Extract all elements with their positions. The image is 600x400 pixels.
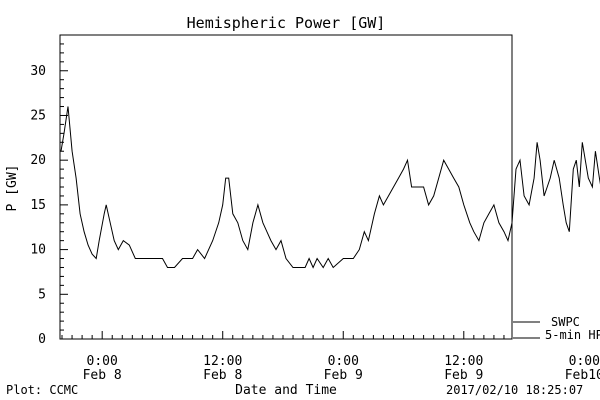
x-tick-date-label: Feb 8 xyxy=(83,368,122,383)
chart-title: Hemispheric Power [GW] xyxy=(187,14,386,32)
y-axis-ticks: 0 5 10 15 20 25 30 xyxy=(30,34,68,347)
x-tick-time-label: 12:00 xyxy=(203,354,242,369)
y-tick-label: 30 xyxy=(30,64,46,79)
x-tick-time-label: 0:00 xyxy=(328,354,359,369)
x-tick-time-label: 12:00 xyxy=(444,354,483,369)
series-line-swpc xyxy=(60,106,600,269)
y-axis-label: P [GW] xyxy=(5,165,20,212)
legend-label-swpc: SWPC xyxy=(551,315,580,329)
x-axis-label: Date and Time xyxy=(235,383,337,398)
y-tick-label: 0 xyxy=(38,332,46,347)
plot-credit: Plot: CCMC xyxy=(6,383,78,397)
x-tick-time-label: 0:00 xyxy=(87,354,118,369)
y-tick-label: 15 xyxy=(30,198,46,213)
series-layer xyxy=(60,106,600,269)
y-tick-label: 10 xyxy=(30,243,46,258)
x-tick-date-label: Feb 8 xyxy=(203,368,242,383)
x-tick-date-label: Feb 9 xyxy=(324,368,363,383)
x-tick-date-label: Feb10 xyxy=(565,368,600,383)
plot-frame xyxy=(59,34,513,340)
y-tick-label: 25 xyxy=(30,108,46,123)
y-tick-label: 5 xyxy=(38,287,46,302)
legend-label-hpi: 5-min HPI xyxy=(545,328,600,342)
plot-timestamp: 2017/02/10 18:25:07 xyxy=(446,383,583,397)
x-tick-time-label: 0:00 xyxy=(569,354,600,369)
x-tick-date-label: Feb 9 xyxy=(444,368,483,383)
y-tick-label: 20 xyxy=(30,153,46,168)
